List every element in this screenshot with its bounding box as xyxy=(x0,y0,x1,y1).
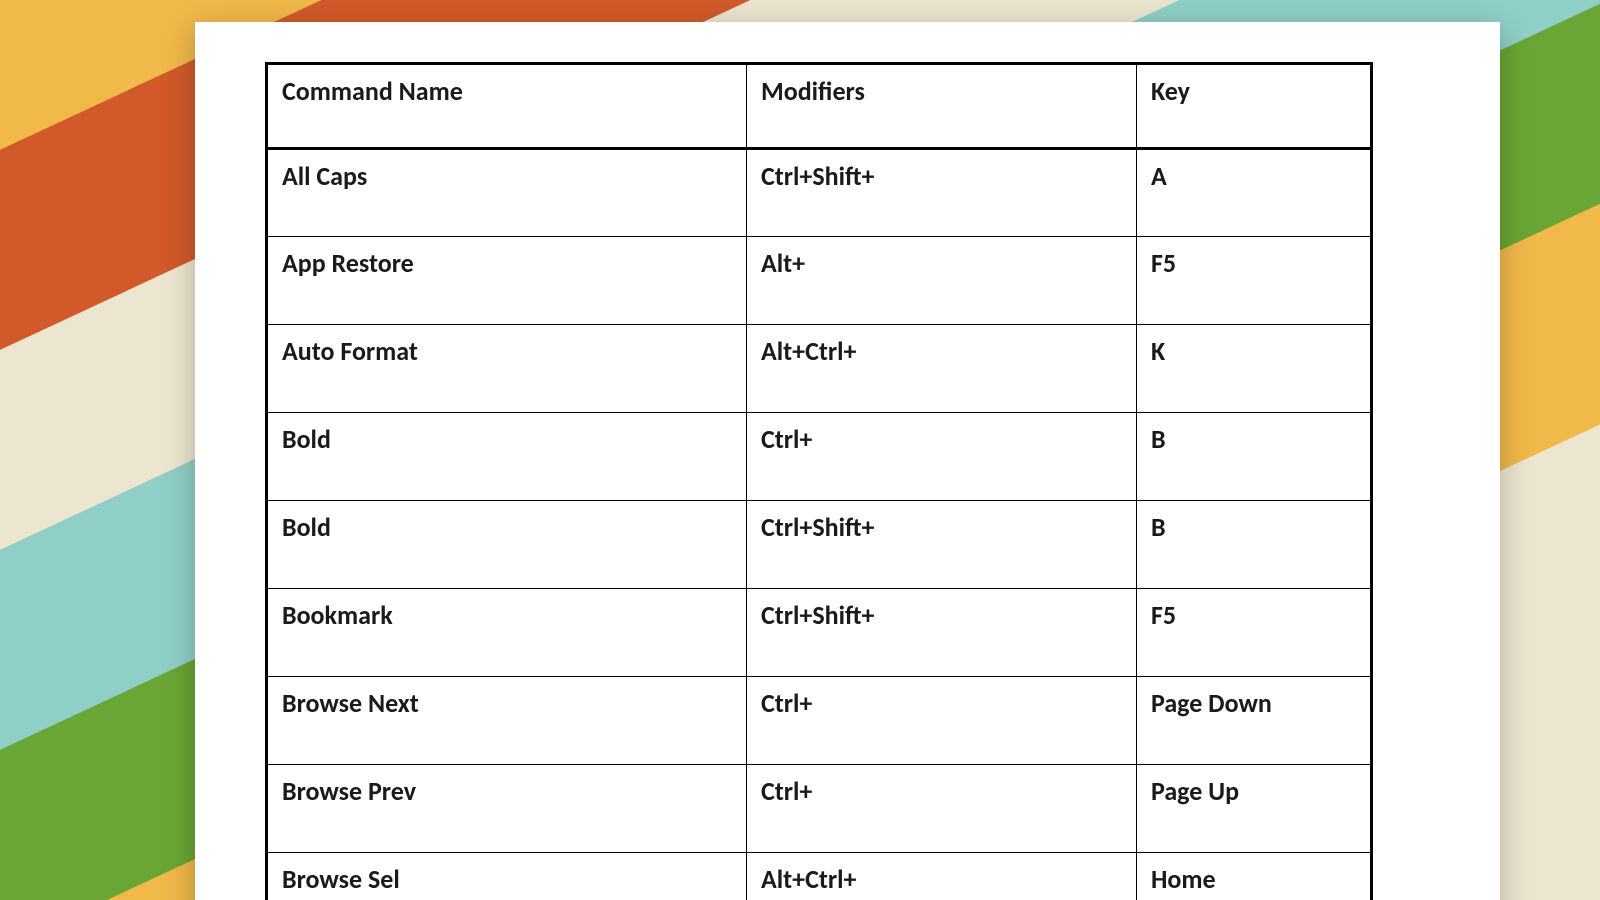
cell-command: App Restore xyxy=(267,237,747,325)
cell-modifiers: Alt+Ctrl+ xyxy=(747,853,1137,900)
cell-key: K xyxy=(1137,325,1372,413)
cell-modifiers: Ctrl+ xyxy=(747,765,1137,853)
table-row: BoldCtrl+B xyxy=(267,413,1372,501)
cell-command: Auto Format xyxy=(267,325,747,413)
shortcuts-table: Command Name Modifiers Key All CapsCtrl+… xyxy=(265,62,1373,900)
table-row: Browse NextCtrl+Page Down xyxy=(267,677,1372,765)
viewport: Command Name Modifiers Key All CapsCtrl+… xyxy=(0,0,1600,900)
cell-command: Bold xyxy=(267,501,747,589)
cell-command: Browse Sel xyxy=(267,853,747,900)
cell-modifiers: Ctrl+Shift+ xyxy=(747,501,1137,589)
cell-key: A xyxy=(1137,149,1372,237)
col-header-modifiers: Modifiers xyxy=(747,64,1137,149)
table-row: Auto FormatAlt+Ctrl+K xyxy=(267,325,1372,413)
cell-key: Page Down xyxy=(1137,677,1372,765)
table-row: Browse PrevCtrl+Page Up xyxy=(267,765,1372,853)
cell-command: Browse Prev xyxy=(267,765,747,853)
table-row: BoldCtrl+Shift+B xyxy=(267,501,1372,589)
cell-command: Browse Next xyxy=(267,677,747,765)
cell-command: Bookmark xyxy=(267,589,747,677)
cell-modifiers: Ctrl+ xyxy=(747,413,1137,501)
col-header-command: Command Name xyxy=(267,64,747,149)
cell-key: F5 xyxy=(1137,589,1372,677)
table-header-row: Command Name Modifiers Key xyxy=(267,64,1372,149)
cell-modifiers: Alt+Ctrl+ xyxy=(747,325,1137,413)
cell-modifiers: Ctrl+Shift+ xyxy=(747,589,1137,677)
table-row: All CapsCtrl+Shift+A xyxy=(267,149,1372,237)
cell-modifiers: Ctrl+ xyxy=(747,677,1137,765)
cell-key: B xyxy=(1137,501,1372,589)
col-header-key: Key xyxy=(1137,64,1372,149)
table-row: App RestoreAlt+F5 xyxy=(267,237,1372,325)
cell-key: Page Up xyxy=(1137,765,1372,853)
cell-command: All Caps xyxy=(267,149,747,237)
document-page: Command Name Modifiers Key All CapsCtrl+… xyxy=(195,22,1500,900)
cell-key: B xyxy=(1137,413,1372,501)
table-row: Browse SelAlt+Ctrl+Home xyxy=(267,853,1372,900)
cell-command: Bold xyxy=(267,413,747,501)
cell-modifiers: Alt+ xyxy=(747,237,1137,325)
table-row: BookmarkCtrl+Shift+F5 xyxy=(267,589,1372,677)
cell-modifiers: Ctrl+Shift+ xyxy=(747,149,1137,237)
cell-key: F5 xyxy=(1137,237,1372,325)
cell-key: Home xyxy=(1137,853,1372,900)
